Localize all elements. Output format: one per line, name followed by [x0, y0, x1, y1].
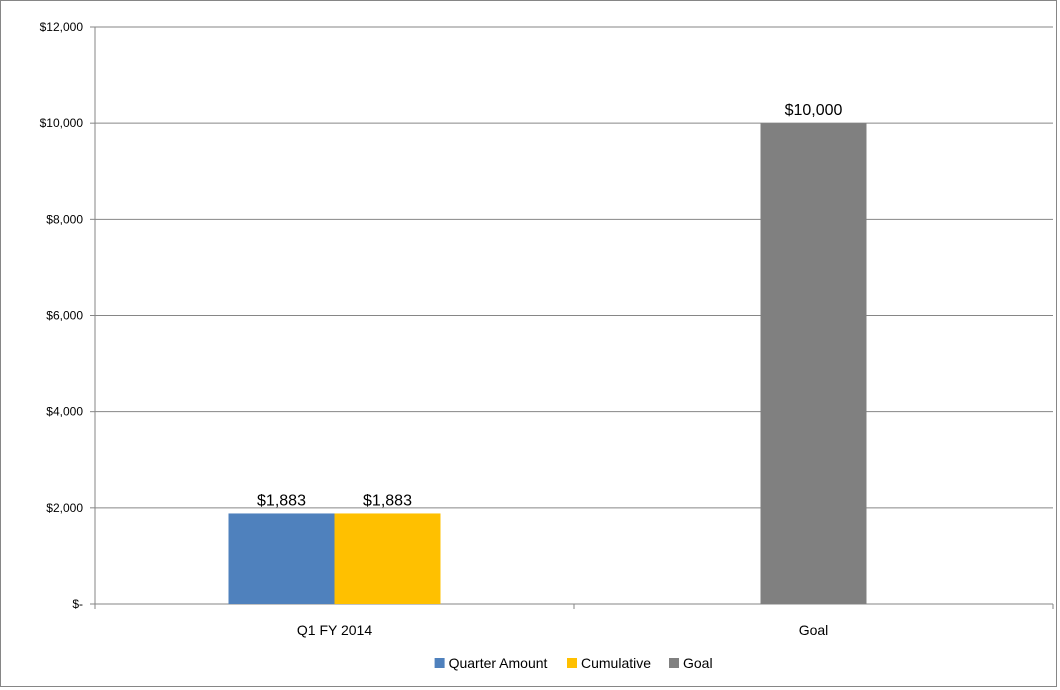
y-tick-label: $4,000: [46, 405, 83, 419]
legend-label: Quarter Amount: [449, 655, 548, 671]
y-tick-label: $10,000: [40, 116, 84, 130]
x-tick-label: Goal: [799, 622, 829, 638]
y-tick-label: $8,000: [46, 212, 83, 226]
legend-label: Cumulative: [581, 655, 651, 671]
x-tick-label: Q1 FY 2014: [297, 622, 372, 638]
bar-quarter-amount: [228, 513, 335, 604]
y-tick-label: $-: [72, 597, 83, 611]
bar-goal: [760, 123, 867, 605]
bar-cumulative: [334, 513, 441, 604]
y-tick-label: $2,000: [46, 501, 83, 515]
y-tick-label: $12,000: [40, 20, 84, 34]
data-label: $10,000: [785, 102, 843, 119]
legend-label: Goal: [683, 655, 713, 671]
legend-swatch: [567, 658, 577, 668]
data-label: $1,883: [257, 492, 306, 509]
y-tick-label: $6,000: [46, 309, 83, 323]
data-label: $1,883: [363, 492, 412, 509]
legend-swatch: [434, 658, 445, 668]
legend-swatch: [669, 658, 679, 668]
